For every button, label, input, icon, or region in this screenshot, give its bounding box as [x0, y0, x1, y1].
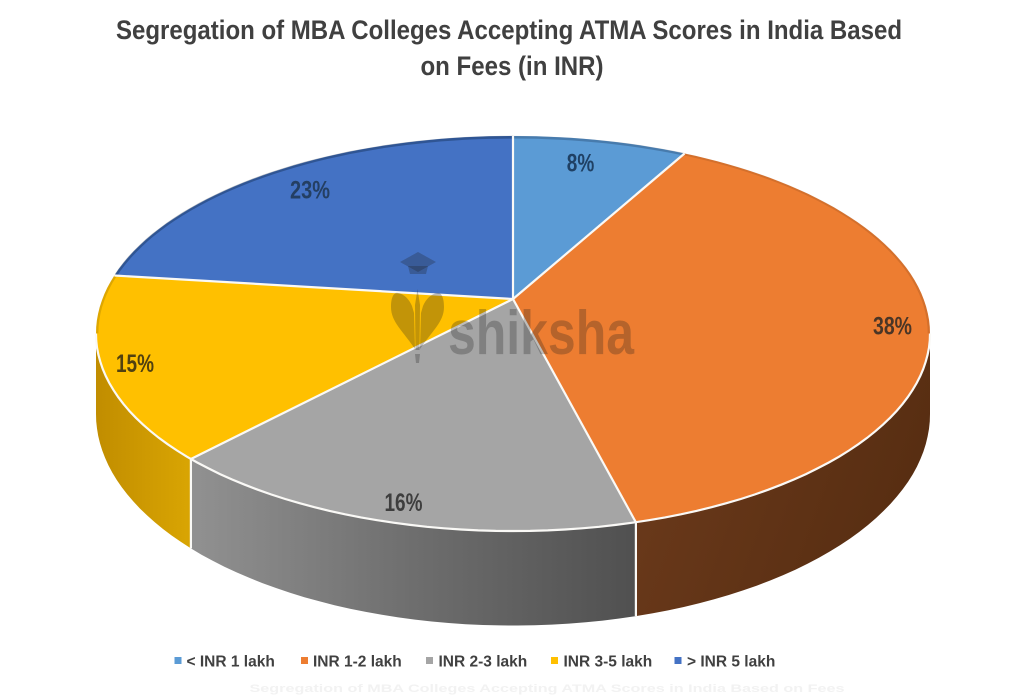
svg-text:16%: 16%	[385, 489, 423, 517]
svg-text:shiksha: shiksha	[448, 299, 634, 368]
svg-text:INR 1-2 lakh: INR 1-2 lakh	[313, 654, 402, 671]
svg-text:< INR 1 lakh: < INR 1 lakh	[187, 654, 275, 671]
svg-text:8%: 8%	[567, 150, 595, 178]
svg-text:INR 3-5 lakh: INR 3-5 lakh	[564, 654, 653, 671]
svg-text:15%: 15%	[116, 350, 154, 378]
svg-text:38%: 38%	[873, 313, 912, 341]
svg-text:> INR 5 lakh: > INR 5 lakh	[687, 654, 775, 671]
svg-text:INR 2-3 lakh: INR 2-3 lakh	[439, 654, 528, 671]
svg-text:on Fees (in INR): on Fees (in INR)	[421, 51, 604, 81]
svg-text:23%: 23%	[290, 177, 330, 205]
svg-text:Segregation of MBA Colleges Ac: Segregation of MBA Colleges Accepting AT…	[116, 15, 902, 45]
svg-text:Segregation of MBA Colleges Ac: Segregation of MBA Colleges Accepting AT…	[250, 683, 845, 695]
